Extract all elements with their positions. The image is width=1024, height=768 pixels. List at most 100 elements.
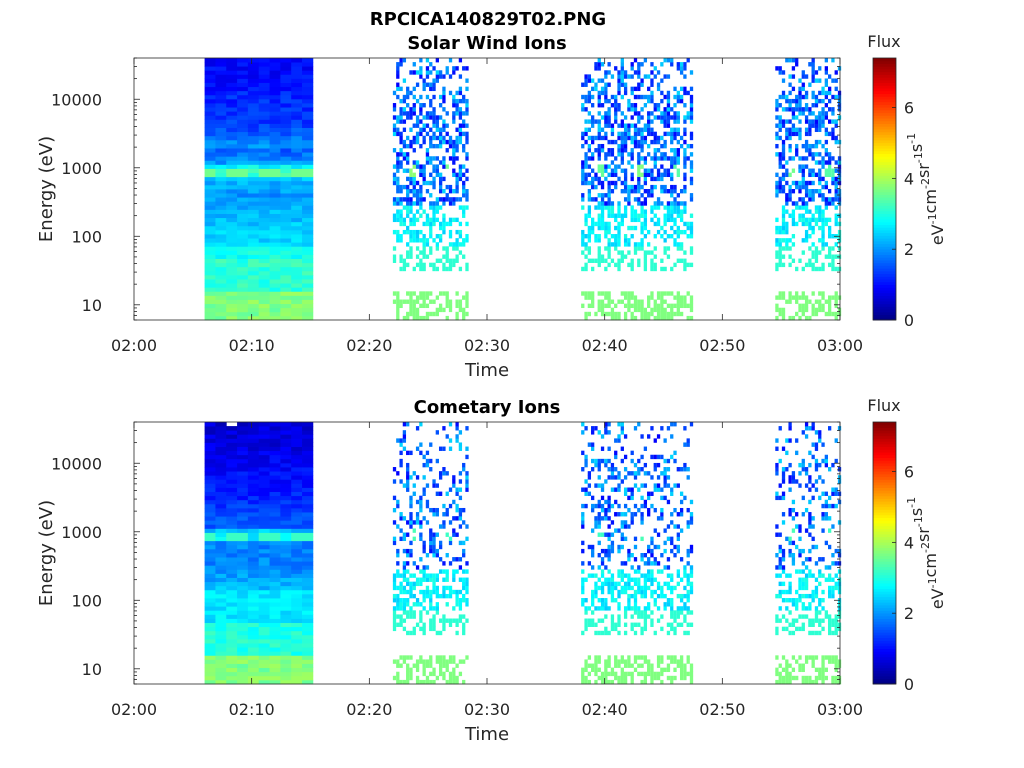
heatmap-cell — [247, 221, 260, 227]
heatmap-cell — [269, 90, 281, 96]
heatmap-cell — [584, 663, 588, 668]
heatmap-cell — [465, 111, 469, 116]
heatmap-cell — [392, 618, 397, 623]
heatmap-cell — [623, 82, 628, 87]
heatmap-cell — [591, 446, 595, 451]
heatmap-cell — [445, 602, 449, 607]
heatmap-cell — [778, 160, 782, 165]
heatmap-cell — [432, 585, 436, 591]
heatmap-cell — [828, 234, 832, 239]
heatmap-cell — [399, 516, 403, 521]
heatmap-cell — [258, 266, 270, 272]
heatmap-cell — [581, 667, 585, 673]
heatmap-cell — [660, 164, 664, 169]
spectrogram-cells — [204, 422, 842, 685]
heatmap-cell — [448, 197, 453, 202]
heatmap-cell — [597, 675, 601, 681]
heatmap-cell — [419, 499, 423, 505]
heatmap-cell — [247, 434, 260, 439]
heatmap-cell — [215, 602, 227, 607]
heatmap-cell — [640, 663, 644, 668]
heatmap-cell — [291, 78, 303, 83]
heatmap-cell — [269, 205, 281, 210]
heatmap-cell — [778, 103, 782, 108]
heatmap-cell — [237, 606, 249, 611]
heatmap-cell — [650, 307, 654, 313]
heatmap-cell — [663, 184, 667, 190]
heatmap-cell — [673, 544, 677, 550]
heatmap-cell — [302, 279, 314, 284]
heatmap-cell — [455, 663, 459, 668]
heatmap-cell — [604, 74, 608, 79]
heatmap-cell — [215, 491, 227, 497]
heatmap-cell — [647, 172, 651, 178]
heatmap-cell — [280, 143, 292, 149]
heatmap-cell — [302, 115, 314, 120]
heatmap-cell — [258, 581, 270, 587]
heatmap-cell — [818, 127, 822, 132]
heatmap-cell — [415, 622, 420, 627]
heatmap-cell — [798, 217, 802, 223]
heatmap-cell — [627, 184, 631, 190]
heatmap-cell — [617, 573, 621, 578]
heatmap-cell — [406, 299, 410, 304]
heatmap-cell — [670, 520, 674, 525]
heatmap-cell — [597, 516, 601, 521]
heatmap-cell — [630, 86, 634, 92]
heatmap-cell — [462, 180, 466, 186]
heatmap-cell — [442, 176, 446, 182]
heatmap-cell — [204, 217, 216, 223]
heatmap-cell — [778, 70, 782, 75]
heatmap-cell — [409, 499, 413, 505]
heatmap-cell — [215, 679, 227, 685]
heatmap-cell — [302, 671, 314, 677]
heatmap-cell — [775, 250, 779, 255]
heatmap-cell — [640, 434, 644, 439]
heatmap-cell — [204, 577, 216, 583]
heatmap-cell — [679, 499, 684, 505]
heatmap-cell — [795, 115, 799, 120]
heatmap-cell — [617, 618, 621, 623]
heatmap-cell — [640, 573, 644, 578]
heatmap-cell — [396, 184, 400, 190]
heatmap-cell — [600, 548, 605, 554]
heatmap-cell — [465, 103, 469, 108]
heatmap-cell — [226, 643, 238, 648]
heatmap-cell — [607, 225, 611, 231]
heatmap-cell — [425, 593, 430, 599]
heatmap-cell — [237, 119, 249, 124]
heatmap-cell — [291, 434, 303, 439]
heatmap-cell — [591, 156, 595, 161]
heatmap-cell — [653, 315, 657, 321]
heatmap-cell — [392, 131, 397, 137]
heatmap-cell — [445, 663, 449, 668]
heatmap-cell — [438, 127, 443, 132]
heatmap-cell — [432, 507, 436, 513]
heatmap-cell — [581, 238, 585, 243]
heatmap-cell — [637, 160, 641, 165]
heatmap-cell — [597, 156, 601, 161]
heatmap-cell — [412, 70, 416, 75]
heatmap-cell — [801, 107, 805, 112]
heatmap-cell — [291, 160, 303, 165]
heatmap-cell — [392, 622, 397, 627]
heatmap-cell — [821, 303, 825, 309]
heatmap-cell — [607, 311, 611, 317]
heatmap-cell — [291, 111, 303, 116]
heatmap-cell — [402, 98, 407, 104]
heatmap-cell — [429, 622, 433, 627]
heatmap-cell — [237, 491, 249, 497]
heatmap-cell — [302, 614, 314, 619]
heatmap-cell — [409, 254, 413, 259]
heatmap-cell — [791, 258, 796, 263]
heatmap-cell — [226, 561, 238, 566]
heatmap-cell — [204, 602, 216, 607]
heatmap-cell — [237, 430, 249, 435]
heatmap-cell — [834, 119, 838, 124]
heatmap-cell — [396, 299, 400, 304]
heatmap-cell — [633, 577, 638, 582]
heatmap-cell — [604, 602, 608, 607]
heatmap-cell — [435, 602, 439, 607]
heatmap-cell — [409, 516, 413, 521]
heatmap-cell — [226, 618, 238, 623]
